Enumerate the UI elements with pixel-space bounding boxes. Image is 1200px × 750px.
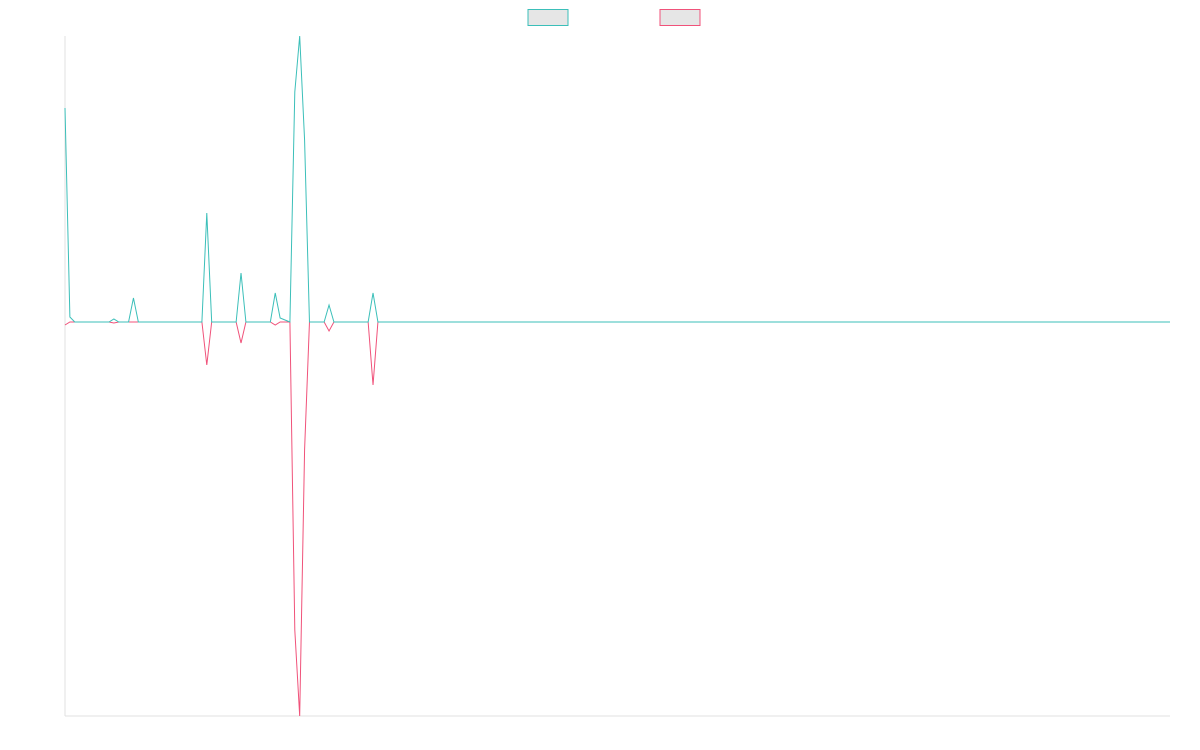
series-line	[64, 321, 1170, 717]
legend-swatch	[659, 9, 701, 26]
series-line	[64, 35, 1170, 323]
legend-swatch	[527, 9, 569, 26]
